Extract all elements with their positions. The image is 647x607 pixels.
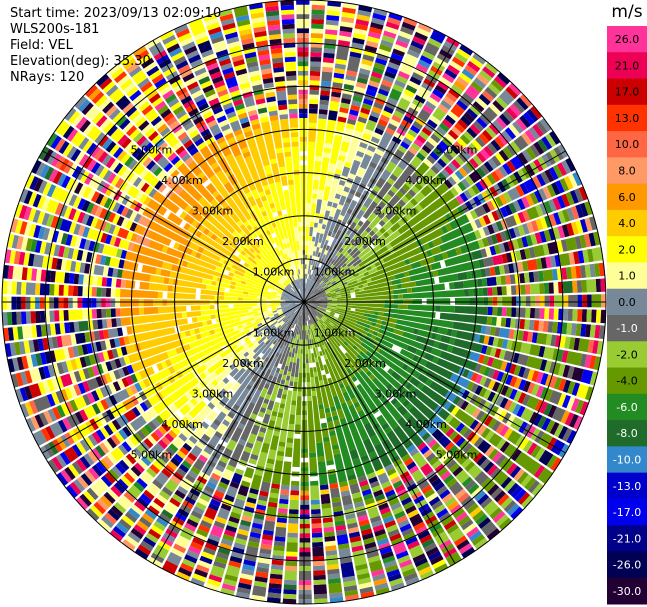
colorbar-tick-label: -2.0 [616, 348, 637, 361]
azimuth-spoke [152, 301, 305, 564]
colorbar-cell [607, 577, 647, 605]
colorbar-tick-label: 6.0 [618, 191, 636, 204]
colorbar-cell [607, 341, 647, 369]
range-ring-label: 1.00km [314, 265, 356, 278]
range-ring-label: 4.00km [161, 418, 203, 431]
range-ring-label: 4.00km [405, 174, 447, 187]
range-ring-label: 2.00km [344, 235, 386, 248]
velocity-gates [2, 7, 602, 588]
velocity-gates [35, 10, 573, 590]
colorbar-cell [607, 551, 647, 579]
azimuth-spoke [152, 40, 305, 303]
colorbar-tick-label: -8.0 [616, 427, 637, 440]
colorbar-cell [607, 472, 647, 500]
azimuth-spoke [42, 301, 305, 454]
colorbar-cell [607, 288, 647, 316]
range-ring-label: 2.00km [344, 357, 386, 370]
colorbar-cell [607, 52, 647, 80]
range-ring-label: 1.00km [314, 327, 356, 340]
range-ring-label: 5.00km [436, 449, 478, 462]
colorbar-tick-label: 10.0 [615, 138, 640, 151]
range-ring-label: 1.00km [253, 327, 295, 340]
colorbar-tick-label: 0.0 [618, 296, 636, 309]
nrays-label: NRays: 120 [10, 70, 85, 85]
colorbar-tick-label: -21.0 [613, 532, 641, 545]
colorbar-tick-label: -4.0 [616, 375, 637, 388]
range-ring-labels: 1.00km 1.00km 1.00km 1.00km 2.00km 2.00km 2.00… [131, 143, 478, 461]
azimuth-spoke [42, 150, 305, 303]
range-ring-label: 2.00km [222, 357, 264, 370]
azimuth-spoke [303, 40, 456, 303]
range-ring-label: 3.00km [375, 204, 417, 217]
azimuth-spoke [303, 301, 566, 454]
colorbar-tick-label: 13.0 [615, 112, 640, 125]
colorbar-cell [607, 209, 647, 237]
colorbar-cell [607, 315, 647, 342]
range-ring-label: 3.00km [192, 388, 234, 401]
colorbar-tick-label: 17.0 [615, 86, 640, 99]
velocity-gates [10, 14, 606, 600]
azimuth-spoke [303, 301, 456, 564]
colorbar-cell [607, 78, 647, 106]
colorbar-cell [607, 236, 647, 263]
colorbar-tick-label: 8.0 [618, 165, 636, 178]
range-ring-label: 4.00km [161, 174, 203, 187]
range-ring-label: 5.00km [131, 449, 173, 462]
colorbar-unit-label: m/s [611, 2, 642, 22]
colorbar-cell [607, 183, 647, 211]
velocity-field [2, 0, 606, 604]
start-time-label: Start time: 2023/09/13 02:09:10 [10, 6, 222, 21]
colorbar-tick-label: 2.0 [618, 243, 636, 256]
velocity-gates [56, 33, 578, 586]
colorbar-cell [607, 367, 647, 395]
range-ring-label: 3.00km [192, 204, 234, 217]
colorbar-tick-label: -10.0 [613, 454, 641, 467]
colorbar-cell [607, 26, 647, 53]
colorbar-cell [607, 393, 647, 421]
colorbar-tick-label: -17.0 [613, 506, 641, 519]
colorbar-tick-label: -6.0 [616, 401, 637, 414]
colorbar-cell [607, 525, 647, 552]
colorbar-tick-label: 4.0 [618, 217, 636, 230]
colorbar-tick-label: -30.0 [613, 585, 641, 598]
range-ring-label: 5.00km [131, 143, 173, 156]
colorbar-cell [607, 157, 647, 185]
velocity-gates [6, 9, 568, 585]
instrument-label: WLS200s-181 [10, 22, 100, 37]
range-ring-label: 5.00km [436, 143, 478, 156]
field-label: Field: VEL [10, 38, 73, 53]
colorbar-tick-label: -13.0 [613, 480, 641, 493]
colorbar-cell [607, 498, 647, 526]
colorbar-tick-label: 1.0 [618, 270, 636, 283]
range-ring-label: 3.00km [375, 388, 417, 401]
colorbar-cell [607, 104, 647, 132]
colorbar-cell [607, 262, 647, 290]
range-rings [1, 0, 607, 605]
velocity-gates [14, 5, 602, 597]
colorbar-cell [607, 420, 647, 447]
colorbar-cell [607, 131, 647, 158]
colorbar-tick-label: 21.0 [615, 59, 640, 72]
range-ring-label: 1.00km [253, 265, 295, 278]
range-ring-label: 2.00km [222, 235, 264, 248]
colorbar-tick-label: -1.0 [616, 322, 637, 335]
colorbar-cell [607, 446, 647, 474]
ppi-plot: 1.00km 1.00km 1.00km 1.00km 2.00km 2.00km 2.00… [1, 0, 607, 605]
velocity-gates [2, 8, 596, 604]
range-ring-label: 4.00km [405, 418, 447, 431]
azimuth-spoke [303, 150, 566, 303]
colorbar-tick-label: -26.0 [613, 559, 641, 572]
elevation-label: Elevation(deg): 35.30 [10, 54, 151, 69]
colorbar-tick-label: 26.0 [615, 33, 640, 46]
